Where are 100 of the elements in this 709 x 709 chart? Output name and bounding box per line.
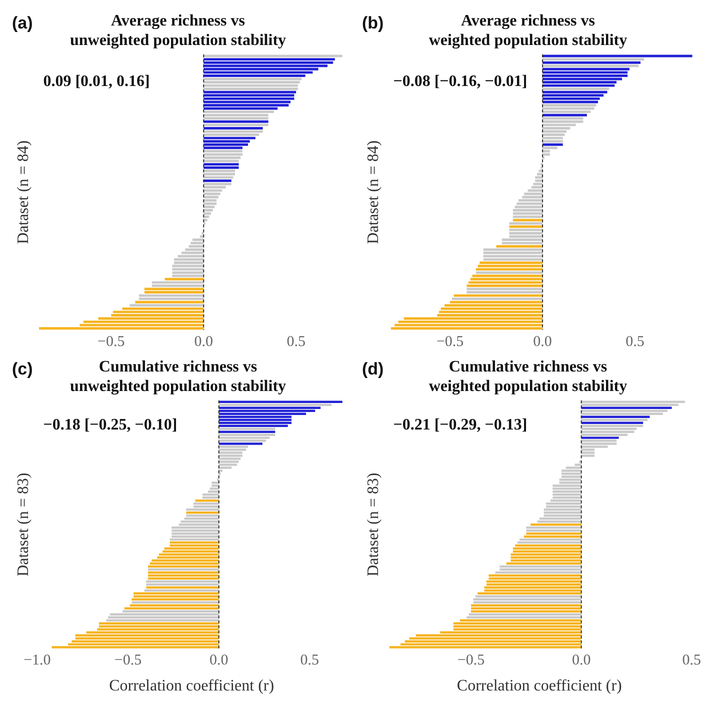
bar — [204, 104, 289, 106]
bar — [542, 104, 596, 106]
bar — [542, 107, 594, 110]
bar — [204, 110, 274, 114]
bar — [204, 97, 294, 100]
text: (d) — [362, 360, 384, 379]
y-axis-title: Dataset (n = 84) — [14, 140, 32, 244]
bar — [204, 202, 217, 205]
x-axis-title: Correlation coefficient (r) — [456, 678, 622, 695]
bar — [204, 84, 298, 87]
bar — [218, 440, 266, 442]
bar — [552, 496, 582, 499]
bar — [510, 553, 582, 556]
bar — [204, 81, 300, 84]
bar — [204, 88, 298, 90]
y-axis-title: Dataset (n = 83) — [364, 472, 382, 576]
bar — [531, 186, 543, 189]
bar — [188, 245, 204, 248]
bar — [542, 146, 558, 150]
bar — [454, 294, 543, 297]
x-tick-label: 0.0 — [194, 334, 213, 350]
bar — [476, 271, 543, 274]
bar — [581, 422, 644, 424]
bar — [204, 179, 232, 182]
bar — [483, 254, 543, 258]
bar — [190, 242, 204, 244]
bar — [138, 298, 204, 300]
bar — [542, 134, 565, 136]
bar — [146, 583, 219, 586]
annotation: 0.09 [0.01, 0.16] — [43, 73, 150, 90]
bar — [483, 252, 543, 254]
bar — [438, 310, 543, 314]
bar — [546, 506, 582, 508]
bar — [75, 634, 219, 636]
x-tick-label: −0.5 — [98, 334, 125, 350]
bar — [581, 452, 595, 454]
bar — [561, 470, 582, 472]
bar — [512, 212, 543, 215]
bar — [172, 274, 204, 278]
bar — [218, 460, 239, 463]
bar — [542, 140, 563, 143]
bar — [509, 232, 543, 234]
bar — [178, 254, 204, 258]
x-tick-label: 0.0 — [533, 334, 552, 350]
bar — [204, 160, 239, 162]
bar — [514, 206, 543, 208]
bar — [204, 94, 294, 97]
bar — [204, 163, 239, 166]
bar — [202, 494, 219, 496]
bar — [204, 192, 220, 196]
bar — [218, 434, 276, 436]
bar — [204, 209, 213, 212]
bar — [106, 619, 219, 622]
bar — [509, 222, 543, 225]
bar — [218, 452, 242, 454]
x-tick-label: 0.5 — [300, 652, 320, 669]
bar — [218, 458, 241, 460]
bar — [581, 442, 617, 445]
y-axis-title: Dataset (n = 83) — [14, 472, 32, 576]
bar — [204, 206, 215, 208]
bar — [566, 466, 582, 469]
bar — [204, 212, 212, 215]
x-tick-label: −1.0 — [24, 652, 51, 669]
annotation: −0.08 [−0.16, −0.01] — [393, 73, 528, 90]
bar — [542, 64, 639, 68]
bar — [204, 136, 256, 140]
bar — [546, 502, 582, 505]
bar — [542, 58, 644, 61]
bar — [186, 508, 219, 511]
bar — [195, 500, 219, 502]
bar — [98, 625, 219, 628]
bar — [113, 310, 204, 314]
bar — [502, 238, 543, 242]
bar — [581, 416, 650, 418]
bar — [218, 448, 246, 451]
bar — [542, 114, 587, 116]
bar — [470, 278, 543, 280]
y-axis-title: Dataset (n = 84) — [364, 140, 382, 244]
bar — [440, 307, 543, 310]
bar — [202, 496, 219, 499]
bar — [542, 74, 628, 77]
chart-title: Average richness vs unweighted population stability — [70, 12, 286, 49]
bar — [542, 100, 598, 104]
bar — [516, 202, 543, 205]
text: (b) — [362, 14, 384, 33]
bar — [389, 646, 582, 648]
bar — [542, 54, 692, 58]
bar — [210, 488, 219, 490]
bar — [483, 248, 543, 251]
bar — [204, 156, 241, 159]
bar — [542, 120, 584, 123]
bar — [535, 176, 543, 179]
bar — [218, 446, 248, 448]
bar — [83, 320, 204, 324]
bar — [518, 199, 543, 202]
bar — [218, 422, 292, 424]
bar — [204, 124, 268, 126]
bar — [581, 424, 644, 427]
bar — [218, 464, 238, 466]
bar — [204, 166, 239, 169]
